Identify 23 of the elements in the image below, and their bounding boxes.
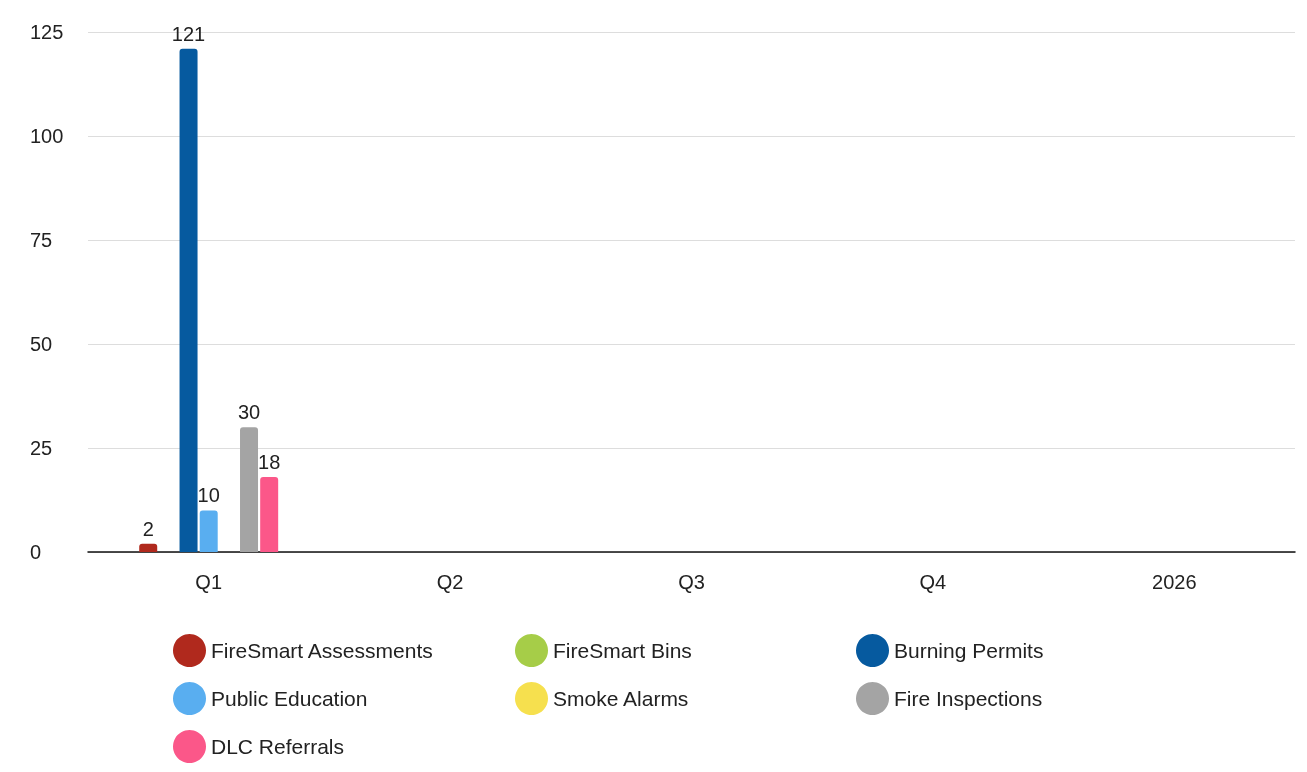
y-tick-label: 0 xyxy=(30,541,42,563)
y-tick-label: 75 xyxy=(30,229,53,251)
data-label: 121 xyxy=(171,22,206,45)
legend-label: Fire Inspections xyxy=(894,687,1043,710)
x-tick-label: 2026 xyxy=(1152,571,1197,593)
legend-label: Smoke Alarms xyxy=(553,687,689,710)
data-label: 2 xyxy=(142,517,154,540)
x-tick-label: Q2 xyxy=(436,571,464,593)
y-tick-label: 125 xyxy=(30,21,64,43)
legend-label: FireSmart Bins xyxy=(553,639,692,662)
legend-label: FireSmart Assessments xyxy=(211,639,433,662)
legend-label: DLC Referrals xyxy=(211,735,345,758)
y-tick-label: 25 xyxy=(30,437,53,459)
y-tick-label: 100 xyxy=(30,125,64,147)
legend-label: Burning Permits xyxy=(894,639,1044,662)
x-tick-label: Q3 xyxy=(678,571,705,593)
data-label: 10 xyxy=(197,484,220,507)
y-tick-label: 50 xyxy=(30,333,53,355)
x-tick-label: Q1 xyxy=(195,571,223,593)
data-label: 18 xyxy=(258,451,281,474)
data-label: 30 xyxy=(237,401,261,424)
x-tick-label: Q4 xyxy=(919,571,947,593)
legend-label: Public Education xyxy=(211,687,368,710)
